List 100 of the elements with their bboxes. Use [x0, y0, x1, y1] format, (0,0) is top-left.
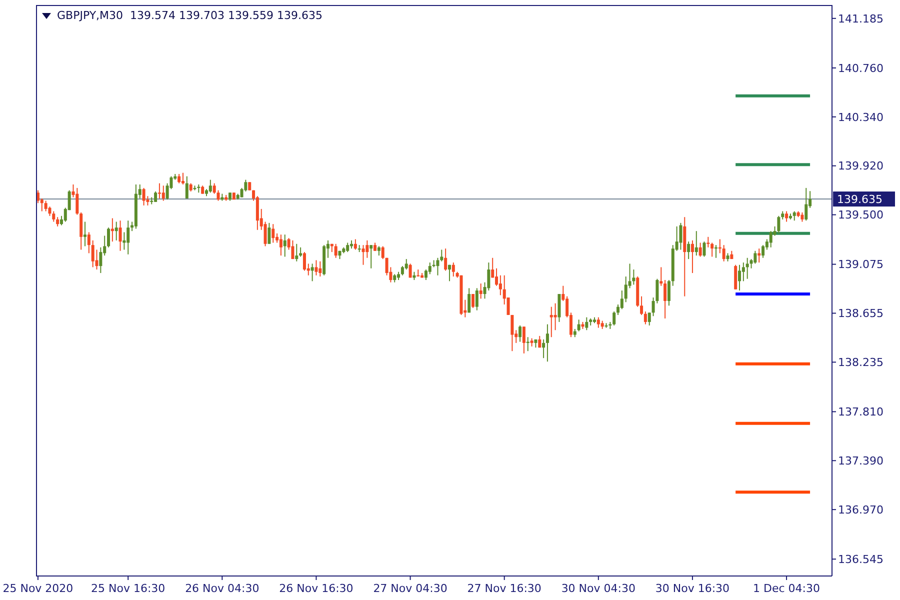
candlestick	[698, 242, 702, 258]
candlestick	[76, 187, 79, 216]
candlestick	[178, 173, 181, 184]
candlestick	[283, 234, 286, 258]
candlestick	[276, 232, 279, 244]
y-tick-label: 138.235	[838, 356, 884, 370]
candlestick	[722, 244, 726, 262]
candlestick	[542, 338, 546, 359]
candlestick	[472, 293, 474, 308]
candlestick	[510, 314, 514, 352]
candlestick	[710, 242, 714, 258]
x-tick-label: 25 Nov 16:30	[91, 582, 166, 595]
candlestick	[800, 212, 804, 222]
candlestick	[758, 248, 761, 264]
candlestick	[468, 288, 471, 314]
candlestick	[550, 306, 553, 338]
candlestick	[272, 224, 275, 244]
y-tick-label: 136.545	[838, 553, 884, 566]
candlestick	[694, 230, 698, 256]
candlestick	[792, 210, 796, 222]
candlestick	[404, 258, 408, 270]
candlestick	[554, 302, 557, 331]
candlestick	[44, 200, 48, 212]
candlestick	[354, 238, 357, 250]
candlestick	[56, 216, 60, 227]
candlestick	[310, 263, 314, 282]
candlestick	[706, 236, 710, 248]
candlestick	[738, 264, 742, 291]
candlestick	[660, 266, 663, 286]
candlestick	[362, 244, 365, 266]
candlestick	[444, 248, 448, 272]
candlestick	[346, 242, 350, 253]
y-tick-label: 139.075	[838, 258, 884, 272]
candlestick	[181, 172, 184, 185]
candlestick	[84, 221, 86, 247]
candlestick	[279, 234, 282, 256]
candlestick	[110, 218, 114, 242]
candlestick	[687, 241, 690, 260]
candlestick	[436, 257, 440, 276]
y-tick-label: 139.500	[838, 208, 884, 222]
candlestick	[448, 264, 451, 282]
candlestick	[162, 185, 165, 202]
candlestick	[558, 293, 561, 322]
candlestick	[291, 240, 294, 260]
candlestick	[804, 187, 808, 222]
candlestick	[158, 182, 161, 199]
candlestick	[208, 179, 212, 194]
candlestick	[612, 310, 616, 326]
candlestick	[754, 250, 757, 264]
y-tick-label: 137.810	[838, 406, 884, 419]
candlestick	[314, 260, 318, 276]
candlestick	[91, 240, 94, 268]
candlestick	[742, 262, 745, 282]
candlestick	[518, 324, 522, 342]
chart-title: GBPJPY,M30 139.574 139.703 139.559 139.635	[57, 9, 322, 22]
candlestick	[479, 283, 482, 300]
x-tick-label: 27 Nov 16:30	[467, 582, 542, 595]
candlestick	[640, 296, 644, 316]
candlestick	[80, 212, 83, 250]
candlestick	[440, 249, 444, 262]
y-tick-label: 141.185	[838, 12, 884, 26]
candlestick	[577, 319, 580, 332]
candlestick	[216, 190, 220, 202]
y-tick-label: 139.920	[838, 160, 884, 173]
candlestick	[620, 290, 624, 310]
x-tick-label: 25 Nov 2020	[2, 582, 74, 595]
ref-line-label: 139.635	[837, 193, 882, 206]
y-tick-label: 138.655	[838, 307, 884, 320]
candlestick	[52, 210, 56, 222]
candlestick	[644, 310, 647, 325]
candlestick	[702, 241, 706, 258]
candlestick	[99, 246, 102, 274]
candlestick	[295, 243, 298, 262]
candlestick	[777, 215, 780, 234]
candlestick	[546, 324, 549, 362]
candlestick	[299, 246, 302, 258]
candlestick	[87, 232, 90, 254]
candlestick	[596, 316, 600, 328]
candlestick	[452, 262, 455, 278]
candlestick	[785, 210, 788, 222]
x-tick-label: 30 Nov 04:30	[561, 582, 636, 595]
x-tick-label: 27 Nov 04:30	[373, 582, 448, 595]
candlestick	[424, 269, 428, 281]
candlestick	[185, 176, 188, 199]
candlestick	[495, 268, 498, 286]
candlestick	[95, 249, 98, 270]
x-tick-label: 26 Nov 16:30	[279, 582, 354, 595]
x-tick-label: 1 Dec 04:30	[753, 582, 820, 595]
x-tick-label: 30 Nov 16:30	[655, 582, 730, 595]
candlestick	[212, 182, 216, 194]
candlestick	[381, 246, 384, 260]
candlestick	[734, 264, 738, 290]
x-tick-label: 26 Nov 04:30	[185, 582, 260, 595]
candlestick	[667, 280, 670, 306]
candlestick	[624, 276, 628, 303]
candlestick	[142, 187, 146, 206]
candlestick	[498, 274, 502, 296]
candlestick	[400, 266, 404, 276]
y-tick-label: 136.970	[838, 503, 884, 516]
candlestick	[154, 190, 158, 202]
